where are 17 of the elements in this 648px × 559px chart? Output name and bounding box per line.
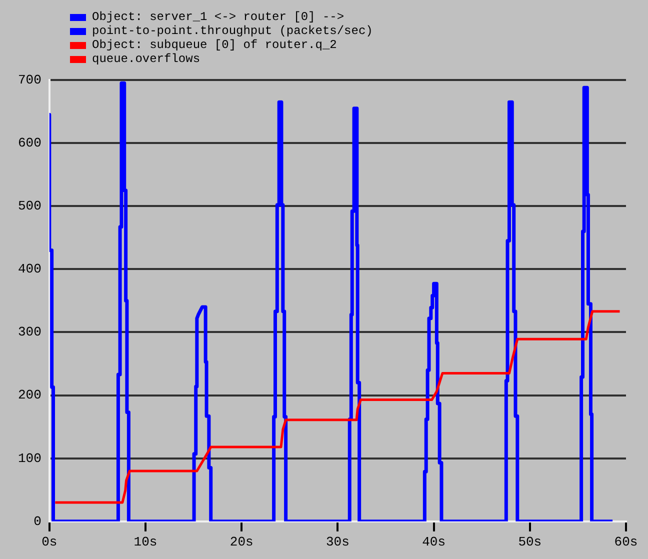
y-tick-label: 700 xyxy=(18,72,42,88)
x-tick-label: 40s xyxy=(422,534,446,550)
x-tick-label: 10s xyxy=(134,534,158,550)
y-tick-label: 200 xyxy=(18,388,42,403)
legend-label: Object: server_1 <-> router [0] --> point-to-point.throughput (packets/sec) xyxy=(92,10,373,38)
y-tick-label: 0 xyxy=(34,514,42,529)
x-tick-label: 30s xyxy=(326,534,350,550)
y-tick-label: 100 xyxy=(18,450,42,466)
y-tick-label: 400 xyxy=(18,262,42,277)
x-tick-label: 50s xyxy=(518,534,542,550)
x-tick-label: 20s xyxy=(230,534,254,550)
y-tick-label: 300 xyxy=(18,324,42,340)
x-tick-label: 60s xyxy=(614,534,638,550)
y-tick-label: 500 xyxy=(18,198,42,214)
legend-label: Object: subqueue [0] of router.q_2 queue.overflows xyxy=(92,38,337,66)
x-tick-label: 0s xyxy=(42,534,58,550)
y-tick-label: 600 xyxy=(18,135,42,150)
